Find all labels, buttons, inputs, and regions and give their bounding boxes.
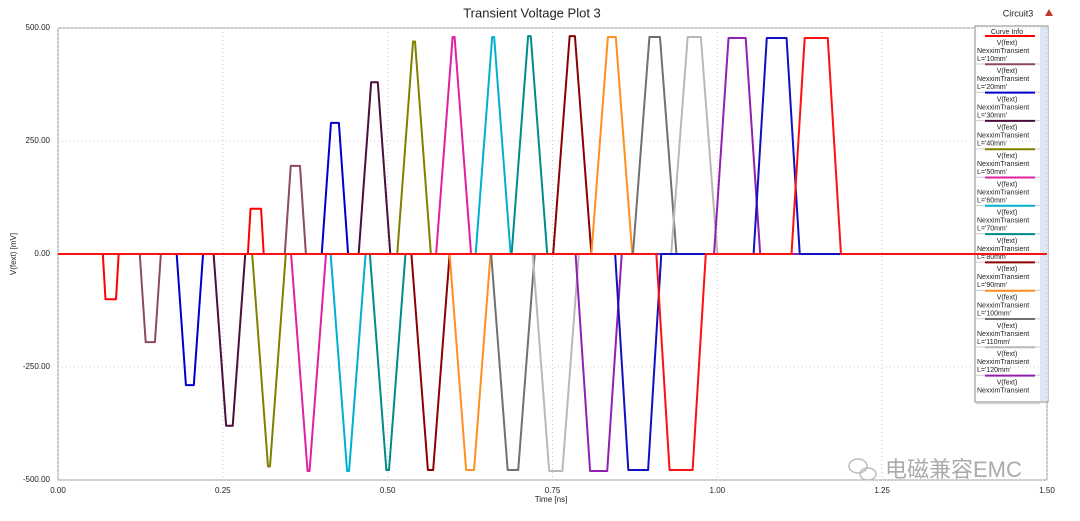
legend-label: NexximTransient: [977, 189, 1029, 196]
legend-label: L='90mm': [977, 282, 1007, 289]
legend-label: NexximTransient: [977, 331, 1029, 338]
legend-label: NexximTransient: [977, 274, 1029, 281]
watermark: 电磁兼容EMC: [885, 457, 1022, 482]
scrollbar[interactable]: [1040, 27, 1048, 401]
legend-label: V(fext): [997, 379, 1018, 386]
legend-label: NexximTransient: [977, 104, 1029, 111]
legend-label: NexximTransient: [977, 76, 1029, 83]
legend-label: L='80mm': [977, 254, 1007, 261]
legend-label: V(fext): [997, 68, 1018, 75]
legend-label: L='110mm': [977, 339, 1010, 346]
legend-label: NexximTransient: [977, 48, 1029, 55]
corner-icon: [1045, 9, 1053, 16]
legend-label: NexximTransient: [977, 359, 1029, 366]
x-tick-label: 1.25: [874, 486, 890, 495]
legend-label: L='100mm': [977, 311, 1011, 318]
y-tick-label: 0.00: [34, 249, 50, 258]
x-tick-label: 1.50: [1039, 486, 1055, 495]
legend-label: V(fext): [997, 238, 1018, 245]
legend-label: V(fext): [997, 323, 1018, 330]
corner-label: Circuit3: [1003, 8, 1034, 18]
y-axis-label: V(fext) [mV]: [9, 233, 18, 275]
legend-label: NexximTransient: [977, 246, 1029, 253]
legend-label: L='50mm': [977, 169, 1007, 176]
bubble: [859, 467, 877, 481]
legend-label: NexximTransient: [977, 161, 1029, 168]
legend-label: V(fext): [997, 266, 1018, 273]
y-tick-label: -500.00: [23, 475, 51, 484]
legend-label: V(fext): [997, 96, 1018, 103]
x-tick-label: 0.75: [545, 486, 561, 495]
legend-label: V(fext): [997, 40, 1018, 47]
legend-label: V(fext): [997, 295, 1018, 302]
legend-label: V(fext): [997, 210, 1018, 217]
chart-title: Transient Voltage Plot 3: [463, 5, 601, 20]
legend-label: NexximTransient: [977, 218, 1029, 225]
legend-title: Curve Info: [991, 29, 1023, 36]
legend-label: NexximTransient: [977, 133, 1029, 140]
legend-box: [974, 25, 1049, 403]
legend-label: L='30mm': [977, 112, 1007, 119]
x-tick-label: 1.00: [710, 486, 726, 495]
series-line: [58, 36, 1047, 472]
y-tick-label: -250.00: [23, 362, 51, 371]
bubble: [848, 458, 868, 474]
legend-label: L='60mm': [977, 197, 1007, 204]
legend-label: L='20mm': [977, 84, 1007, 91]
watermark-icon: [848, 458, 877, 481]
legend-label: NexximTransient: [977, 303, 1029, 310]
legend-label: V(fext): [997, 351, 1018, 358]
legend-label: V(fext): [997, 125, 1018, 132]
legend-label: L='40mm': [977, 141, 1007, 148]
legend-label: V(fext): [997, 181, 1018, 188]
legend-label: L='120mm': [977, 367, 1011, 374]
x-tick-label: 0.00: [50, 486, 66, 495]
legend-label: NexximTransient: [977, 387, 1029, 394]
legend-label: V(fext): [997, 153, 1018, 160]
legend: Curve Info V(fext)NexximTransientL='10mm…: [974, 25, 1049, 405]
legend-label: L='10mm': [977, 56, 1007, 63]
legend-label: L='70mm': [977, 226, 1007, 233]
x-tick-label: 0.25: [215, 486, 231, 495]
x-axis-label: Time [ns]: [535, 495, 568, 504]
y-tick-label: 250.00: [26, 136, 51, 145]
x-tick-label: 0.50: [380, 486, 396, 495]
y-tick-label: 500.00: [26, 23, 51, 32]
